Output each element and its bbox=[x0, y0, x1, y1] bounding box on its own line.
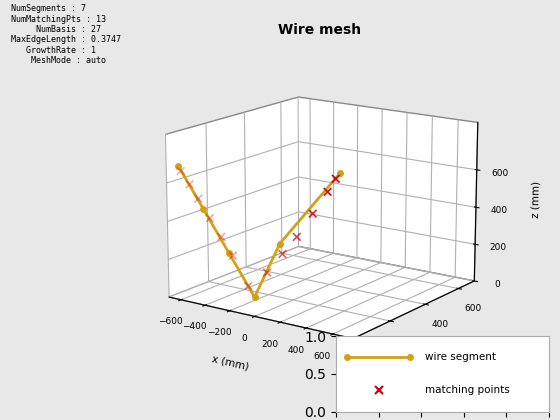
Text: NumSegments : 7
  NumMatchingPts : 13
       NumBasis : 27
  MaxEdgeLength : 0.3: NumSegments : 7 NumMatchingPts : 13 NumB… bbox=[1, 4, 120, 65]
Title: Wire mesh: Wire mesh bbox=[278, 23, 361, 37]
Text: wire segment: wire segment bbox=[426, 352, 496, 362]
X-axis label: x (mm): x (mm) bbox=[211, 354, 249, 372]
Text: matching points: matching points bbox=[426, 386, 510, 396]
